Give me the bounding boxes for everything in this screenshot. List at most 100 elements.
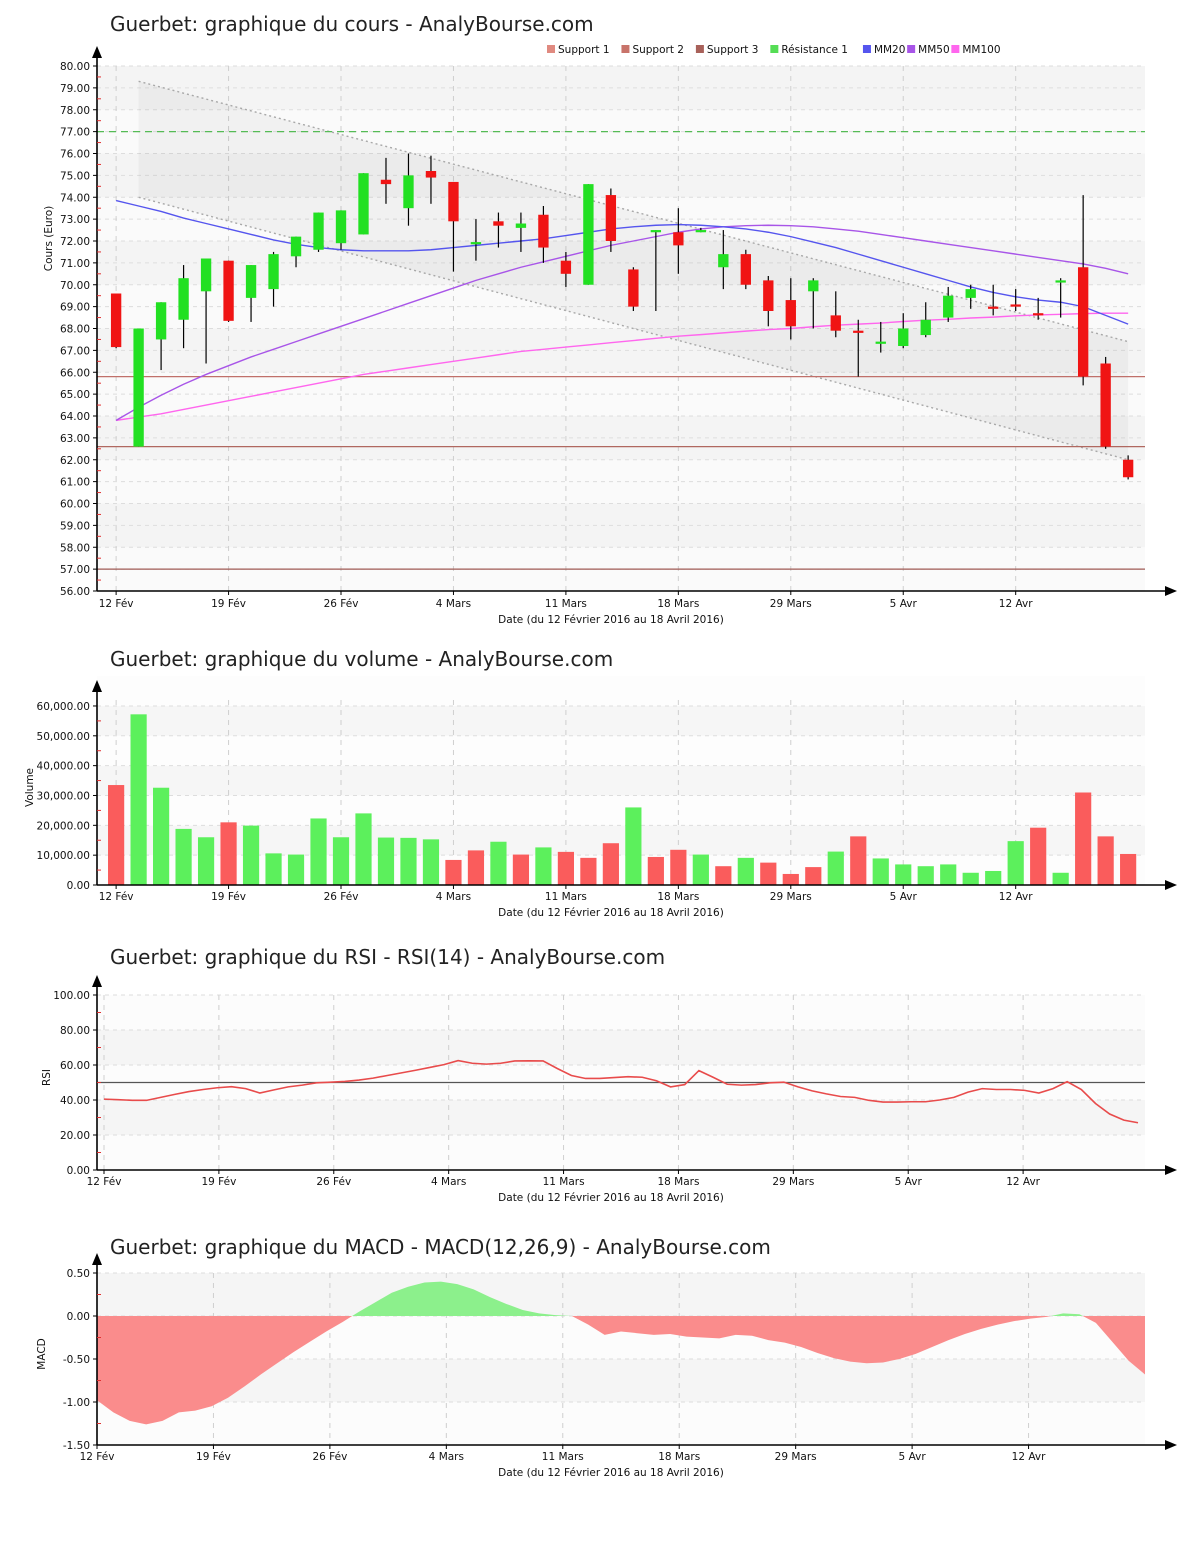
volume-bar [197, 837, 215, 885]
svg-text:0.00: 0.00 [67, 880, 90, 892]
svg-text:29 Mars: 29 Mars [775, 1451, 817, 1463]
svg-text:11 Mars: 11 Mars [542, 1451, 584, 1463]
legend-label-6: MM100 [962, 44, 1000, 56]
y-axis-ticks: 56.00 57.00 58.00 59.00 60.00 61.00 62.00 63.00… [60, 61, 101, 598]
svg-text:74.00: 74.00 [60, 192, 90, 204]
candle-body [380, 179, 392, 185]
volume-bar [490, 841, 507, 885]
macd-positive-area [352, 1281, 1083, 1316]
legend-label-1: Support 2 [632, 44, 684, 56]
svg-text:5 Avr: 5 Avr [895, 1176, 923, 1188]
candle-body [245, 265, 257, 298]
volume-bar [895, 864, 912, 885]
volume-bar [715, 866, 732, 885]
svg-text:-0.50: -0.50 [63, 1354, 90, 1366]
svg-text:5 Avr: 5 Avr [899, 1451, 927, 1463]
candle-body [853, 330, 864, 333]
price-legend: Support 1 Support 2 Support 3 Résistance 1 M… [547, 44, 1001, 56]
volume-bar [647, 856, 664, 885]
volume-bar [625, 807, 642, 885]
volume-bar [692, 854, 709, 885]
candle-body [785, 300, 796, 327]
volume-y-axis-label: Volume [24, 768, 36, 807]
svg-text:12 Avr: 12 Avr [999, 598, 1033, 610]
svg-text:18 Mars: 18 Mars [657, 1176, 699, 1188]
svg-text:26 Fév: 26 Fév [324, 598, 359, 610]
volume-chart-title: Guerbet: graphique du volume - AnalyBour… [110, 647, 614, 671]
candle-body [718, 254, 729, 268]
candle-body [493, 221, 504, 226]
volume-bar [512, 854, 530, 885]
svg-text:71.00: 71.00 [60, 258, 90, 270]
svg-text:19 Fév: 19 Fév [196, 1451, 231, 1463]
candle-body [178, 278, 189, 320]
rsi-chart-svg: 0.00 20.00 40.00 60.00 80.00 100.00 12 Fév 19 F… [41, 975, 1177, 1204]
trendline-lower [138, 196, 1129, 461]
x-axis-ticks: 12 Fév 19 Fév 26 Fév 4 Mars 11 Mars 18 Mars 29… [87, 1170, 1041, 1188]
legend-label-2: Support 3 [707, 44, 759, 56]
candle-body [448, 181, 459, 222]
svg-text:57.00: 57.00 [60, 564, 90, 576]
candle-body [470, 242, 482, 245]
svg-text:20,000.00: 20,000.00 [37, 820, 90, 832]
candle-body [605, 195, 617, 241]
candle-body [898, 328, 909, 346]
volume-bar [422, 839, 440, 885]
svg-text:-1.50: -1.50 [63, 1440, 90, 1452]
svg-text:80.00: 80.00 [60, 1025, 90, 1037]
svg-text:69.00: 69.00 [60, 302, 90, 314]
volume-bar [377, 837, 395, 885]
mm20-line [115, 199, 1129, 325]
volume-bar [602, 843, 619, 885]
candle-body [695, 230, 707, 233]
svg-text:12 Fév: 12 Fév [99, 891, 134, 903]
svg-text:75.00: 75.00 [60, 170, 90, 182]
macd-y-axis-label: MACD [36, 1338, 48, 1369]
volume-bar [152, 787, 170, 885]
svg-text:76.00: 76.00 [60, 149, 90, 161]
legend-swatch-support-2 [621, 45, 630, 53]
volume-bar [1007, 841, 1024, 885]
svg-text:11 Mars: 11 Mars [545, 598, 587, 610]
svg-text:79.00: 79.00 [60, 83, 90, 95]
svg-text:67.00: 67.00 [60, 345, 90, 357]
volume-x-axis-label: Date (du 12 Février 2016 au 18 Avril 201… [498, 907, 724, 919]
svg-text:78.00: 78.00 [60, 105, 90, 117]
svg-text:30,000.00: 30,000.00 [37, 790, 90, 802]
volume-bar [242, 825, 260, 885]
rsi-chart-panel: Guerbet: graphique du RSI - RSI(14) - An… [0, 945, 1200, 1235]
volume-bar [670, 849, 687, 885]
price-x-axis-label: Date (du 12 Février 2016 au 18 Avril 201… [498, 614, 724, 626]
axes [92, 46, 1177, 596]
volume-bar [310, 818, 327, 885]
candle-body [583, 184, 594, 285]
candle-body [988, 306, 999, 309]
rsi-y-axis-label: RSI [41, 1069, 53, 1086]
volume-bar [1120, 853, 1137, 885]
svg-text:10,000.00: 10,000.00 [37, 850, 90, 862]
volume-bar [1097, 836, 1114, 885]
svg-text:59.00: 59.00 [60, 520, 90, 532]
legend-swatch-mm20 [862, 45, 871, 53]
svg-text:77.00: 77.00 [60, 127, 90, 139]
candle-body [965, 289, 976, 298]
svg-text:12 Fév: 12 Fév [80, 1451, 115, 1463]
volume-bar [760, 862, 777, 885]
candle-body [943, 295, 954, 318]
svg-text:72.00: 72.00 [60, 236, 90, 248]
volume-bar [580, 857, 597, 885]
gridlines [97, 65, 1145, 592]
svg-text:11 Mars: 11 Mars [543, 1176, 585, 1188]
svg-text:4 Mars: 4 Mars [431, 1176, 466, 1188]
svg-text:18 Mars: 18 Mars [658, 1451, 700, 1463]
svg-text:12 Avr: 12 Avr [1006, 1176, 1040, 1188]
volume-bar [737, 857, 754, 885]
price-chart-title: Guerbet: graphique du cours - AnalyBours… [110, 12, 594, 36]
x-axis-ticks: 12 Fév 19 Fév 26 Fév 4 Mars 11 Mars 18 Mars 29… [80, 1445, 1046, 1463]
candle-body [313, 212, 324, 250]
svg-text:18 Mars: 18 Mars [657, 891, 699, 903]
volume-bar [827, 851, 844, 885]
macd-negative-area [97, 1316, 1145, 1425]
svg-text:60,000.00: 60,000.00 [37, 701, 90, 713]
x-axis-ticks: 12 Fév 19 Fév 26 Fév 4 Mars 11 Mars 18 Mars 29… [99, 591, 1033, 610]
